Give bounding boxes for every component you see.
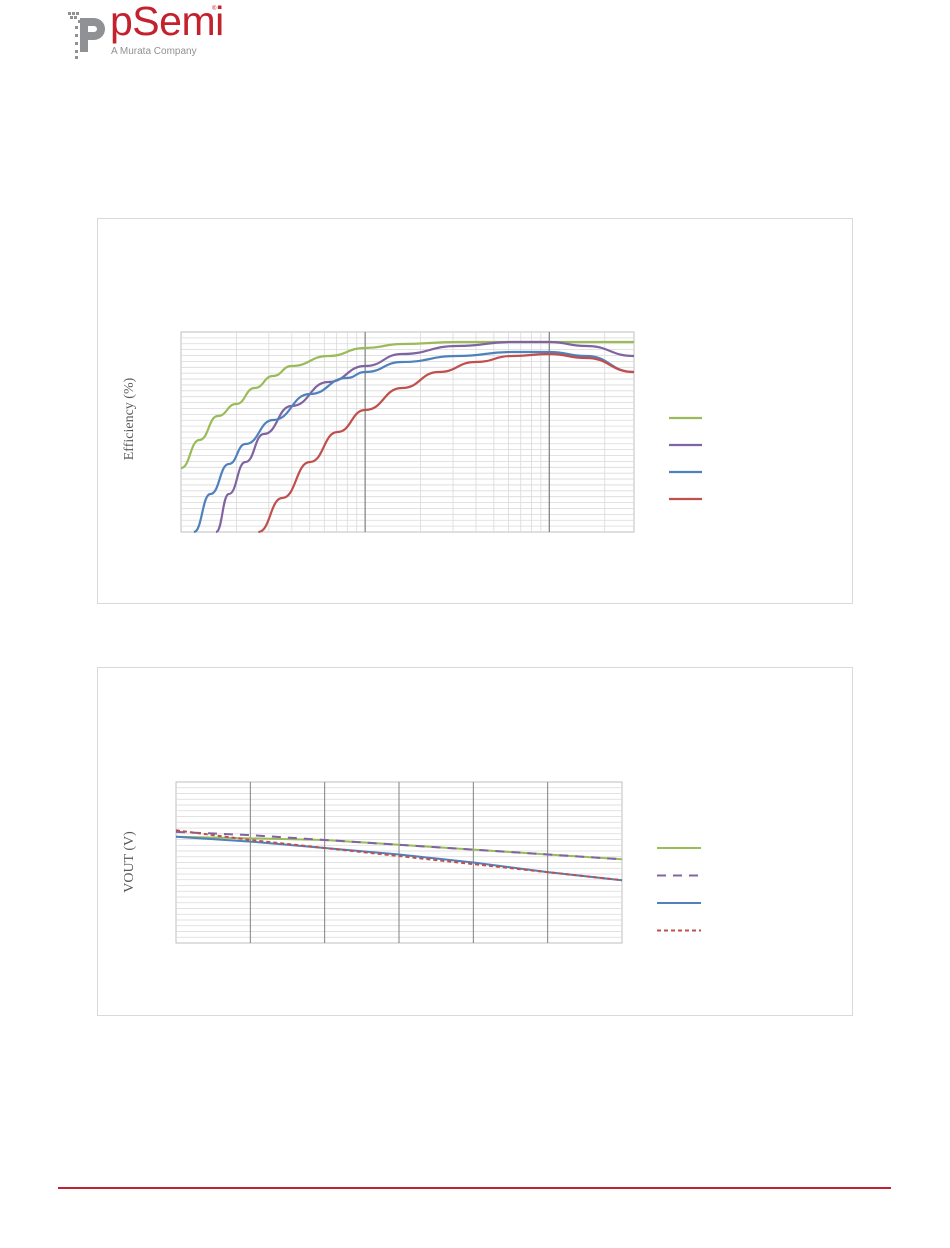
footer-divider xyxy=(58,1187,891,1189)
psemi-logo: pSemi ® A Murata Company xyxy=(66,0,236,64)
vout-chart-legend xyxy=(657,847,701,932)
efficiency-series-3 xyxy=(193,350,635,534)
psemi-logo-mark-icon xyxy=(68,12,105,59)
vout-chart-svg: VOUT (V) xyxy=(122,781,701,944)
efficiency-chart: Efficiency (%) xyxy=(97,218,853,604)
vout-chart-series xyxy=(175,829,623,882)
efficiency-series-4 xyxy=(257,352,635,534)
efficiency-series-2 xyxy=(214,340,635,534)
psemi-logo-text: pSemi xyxy=(110,0,224,44)
registered-mark: ® xyxy=(212,6,217,12)
efficiency-chart-legend xyxy=(669,416,702,501)
psemi-logo-tagline: A Murata Company xyxy=(111,46,197,57)
efficiency-chart-series xyxy=(180,340,635,534)
efficiency-y-axis-label: Efficiency (%) xyxy=(122,377,137,460)
efficiency-chart-gridlines xyxy=(180,331,635,533)
vout-y-axis-label: VOUT (V) xyxy=(122,831,137,893)
vout-chart-gridlines xyxy=(175,781,623,944)
vout-series-2 xyxy=(175,830,623,861)
vout-series-4 xyxy=(175,829,623,882)
vout-chart: VOUT (V) xyxy=(97,667,853,1016)
efficiency-chart-svg: Efficiency (%) xyxy=(122,331,702,534)
